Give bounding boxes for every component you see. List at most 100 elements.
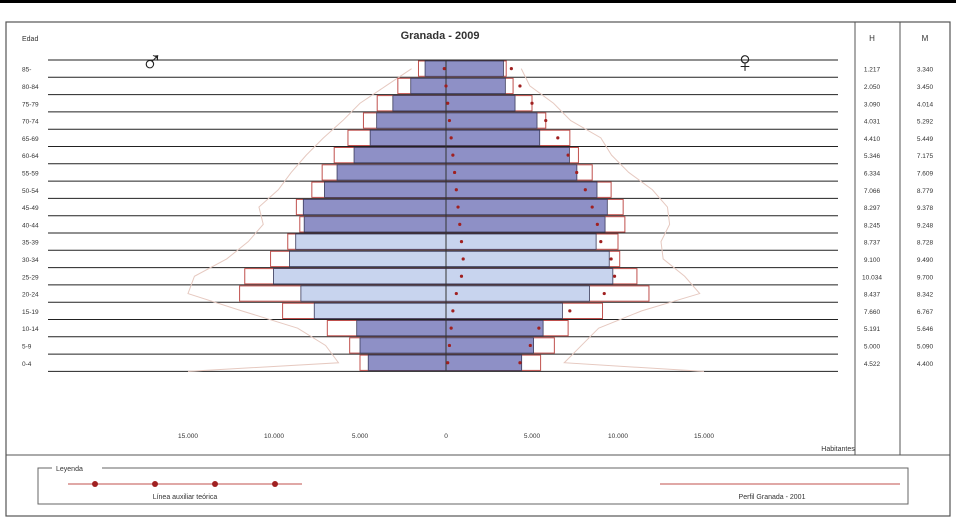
- bar-male-70-74: [376, 112, 447, 129]
- female-value-label: 3.340: [917, 67, 934, 74]
- bar-female-35-39: [445, 233, 597, 250]
- bar-female-80-84: [445, 77, 506, 95]
- bar-female-5-9: [445, 337, 534, 354]
- reference-dot: [458, 222, 462, 226]
- age-header: Edad: [22, 36, 38, 43]
- reference-dot: [590, 205, 594, 209]
- male-value-label: 2.050: [864, 84, 881, 91]
- age-label: 55-59: [22, 170, 39, 177]
- x-tick-label: 15.000: [178, 433, 198, 440]
- bar-female-20-24: [445, 285, 590, 302]
- female-value-label: 8.728: [917, 240, 934, 247]
- male-value-label: 5.346: [864, 153, 881, 160]
- female-value-label: 9.490: [917, 257, 934, 264]
- bar-female-85-: [445, 60, 504, 77]
- bar-female-30-34: [445, 250, 610, 268]
- age-label: 35-39: [22, 240, 39, 247]
- age-label: 50-54: [22, 188, 39, 195]
- bar-female-25-29: [445, 268, 614, 285]
- bar-male-25-29: [273, 268, 447, 285]
- reference-dot: [612, 274, 617, 278]
- legend-dot: [152, 481, 158, 487]
- reference-dot: [449, 326, 453, 330]
- reference-dot: [446, 101, 450, 105]
- female-value-label: 8.342: [917, 292, 934, 299]
- bar-female-65-69: [445, 129, 541, 146]
- reference-dot: [556, 136, 560, 140]
- legend-dot: [272, 481, 278, 487]
- age-label: 80-84: [22, 84, 39, 91]
- theoretical-line-female: [520, 68, 705, 372]
- male-value-label: 9.100: [864, 257, 881, 264]
- age-label: 45-49: [22, 205, 39, 212]
- female-value-label: 9.248: [917, 222, 934, 229]
- female-value-label: 9.378: [917, 205, 934, 212]
- bar-male-80-84: [410, 77, 447, 95]
- top-rule: [0, 0, 956, 3]
- bar-male-5-9: [359, 337, 447, 354]
- reference-dot: [537, 326, 541, 330]
- age-label: 75-79: [22, 101, 39, 108]
- bar-male-60-64: [353, 147, 447, 164]
- age-label: 10-14: [22, 326, 39, 333]
- bar-female-75-79: [445, 95, 516, 112]
- reference-dot: [446, 361, 450, 365]
- male-value-label: 7.660: [864, 309, 881, 316]
- reference-dots: [442, 67, 617, 365]
- age-label: 40-44: [22, 222, 39, 229]
- male-value-label: 4.031: [864, 119, 881, 126]
- legend: Leyenda Línea auxiliar teórica Perfil Gr…: [37, 463, 909, 505]
- reference-dot: [447, 118, 452, 123]
- age-label: 70-74: [22, 119, 39, 126]
- legend-title-mask: [52, 463, 102, 473]
- reference-dot: [530, 101, 534, 105]
- female-value-label: 5.449: [917, 136, 934, 143]
- female-symbol-icon: ♀: [734, 46, 757, 79]
- x-tick-label: 0: [444, 433, 448, 440]
- reference-dot: [459, 240, 464, 244]
- reference-dot: [451, 309, 455, 313]
- bar-female-15-19: [445, 302, 563, 319]
- bar-male-65-69: [369, 129, 447, 146]
- male-value-label: 8.737: [864, 240, 881, 247]
- male-value-label: 10.034: [862, 274, 882, 281]
- reference-dot: [461, 257, 465, 261]
- male-value-label: 5.000: [864, 343, 881, 350]
- female-value-label: 5.292: [917, 119, 934, 126]
- female-value-label: 4.400: [917, 361, 934, 368]
- reference-dot: [602, 291, 606, 296]
- male-value-label: 6.334: [864, 170, 881, 177]
- bar-female-0-4: [445, 354, 523, 371]
- bar-male-10-14: [356, 320, 447, 337]
- reference-dot: [449, 136, 453, 140]
- male-value-label: 1.217: [864, 67, 881, 74]
- reference-dot: [544, 118, 548, 123]
- bar-male-40-44: [303, 216, 447, 233]
- bar-female-55-59: [445, 164, 578, 181]
- age-label: 85-: [22, 67, 31, 74]
- theoretical-line-male: [187, 68, 412, 372]
- legend-dot: [212, 481, 218, 487]
- male-value-label: 8.437: [864, 292, 881, 299]
- reference-dot: [453, 170, 457, 175]
- age-label: 5-9: [22, 343, 32, 350]
- male-value-label: 8.245: [864, 222, 881, 229]
- age-label: 25-29: [22, 274, 39, 281]
- female-value-label: 5.646: [917, 326, 934, 333]
- gridlines: [48, 59, 838, 372]
- bar-male-20-24: [300, 285, 447, 302]
- reference-dot: [454, 291, 458, 296]
- female-value-label: 4.014: [917, 101, 934, 108]
- age-label: 15-19: [22, 309, 39, 316]
- male-column-header: H: [869, 34, 875, 43]
- bar-male-55-59: [336, 164, 447, 181]
- reference-dot: [575, 170, 579, 175]
- legend-item-2-label: Perfil Granada - 2001: [739, 494, 806, 501]
- x-tick-label: 15.000: [694, 433, 714, 440]
- male-symbol-icon: ♂: [141, 46, 164, 79]
- bar-male-75-79: [392, 95, 447, 112]
- male-value-label: 7.066: [864, 188, 881, 195]
- reference-dot: [518, 84, 522, 88]
- reference-dot: [447, 343, 452, 348]
- female-value-label: 7.609: [917, 170, 934, 177]
